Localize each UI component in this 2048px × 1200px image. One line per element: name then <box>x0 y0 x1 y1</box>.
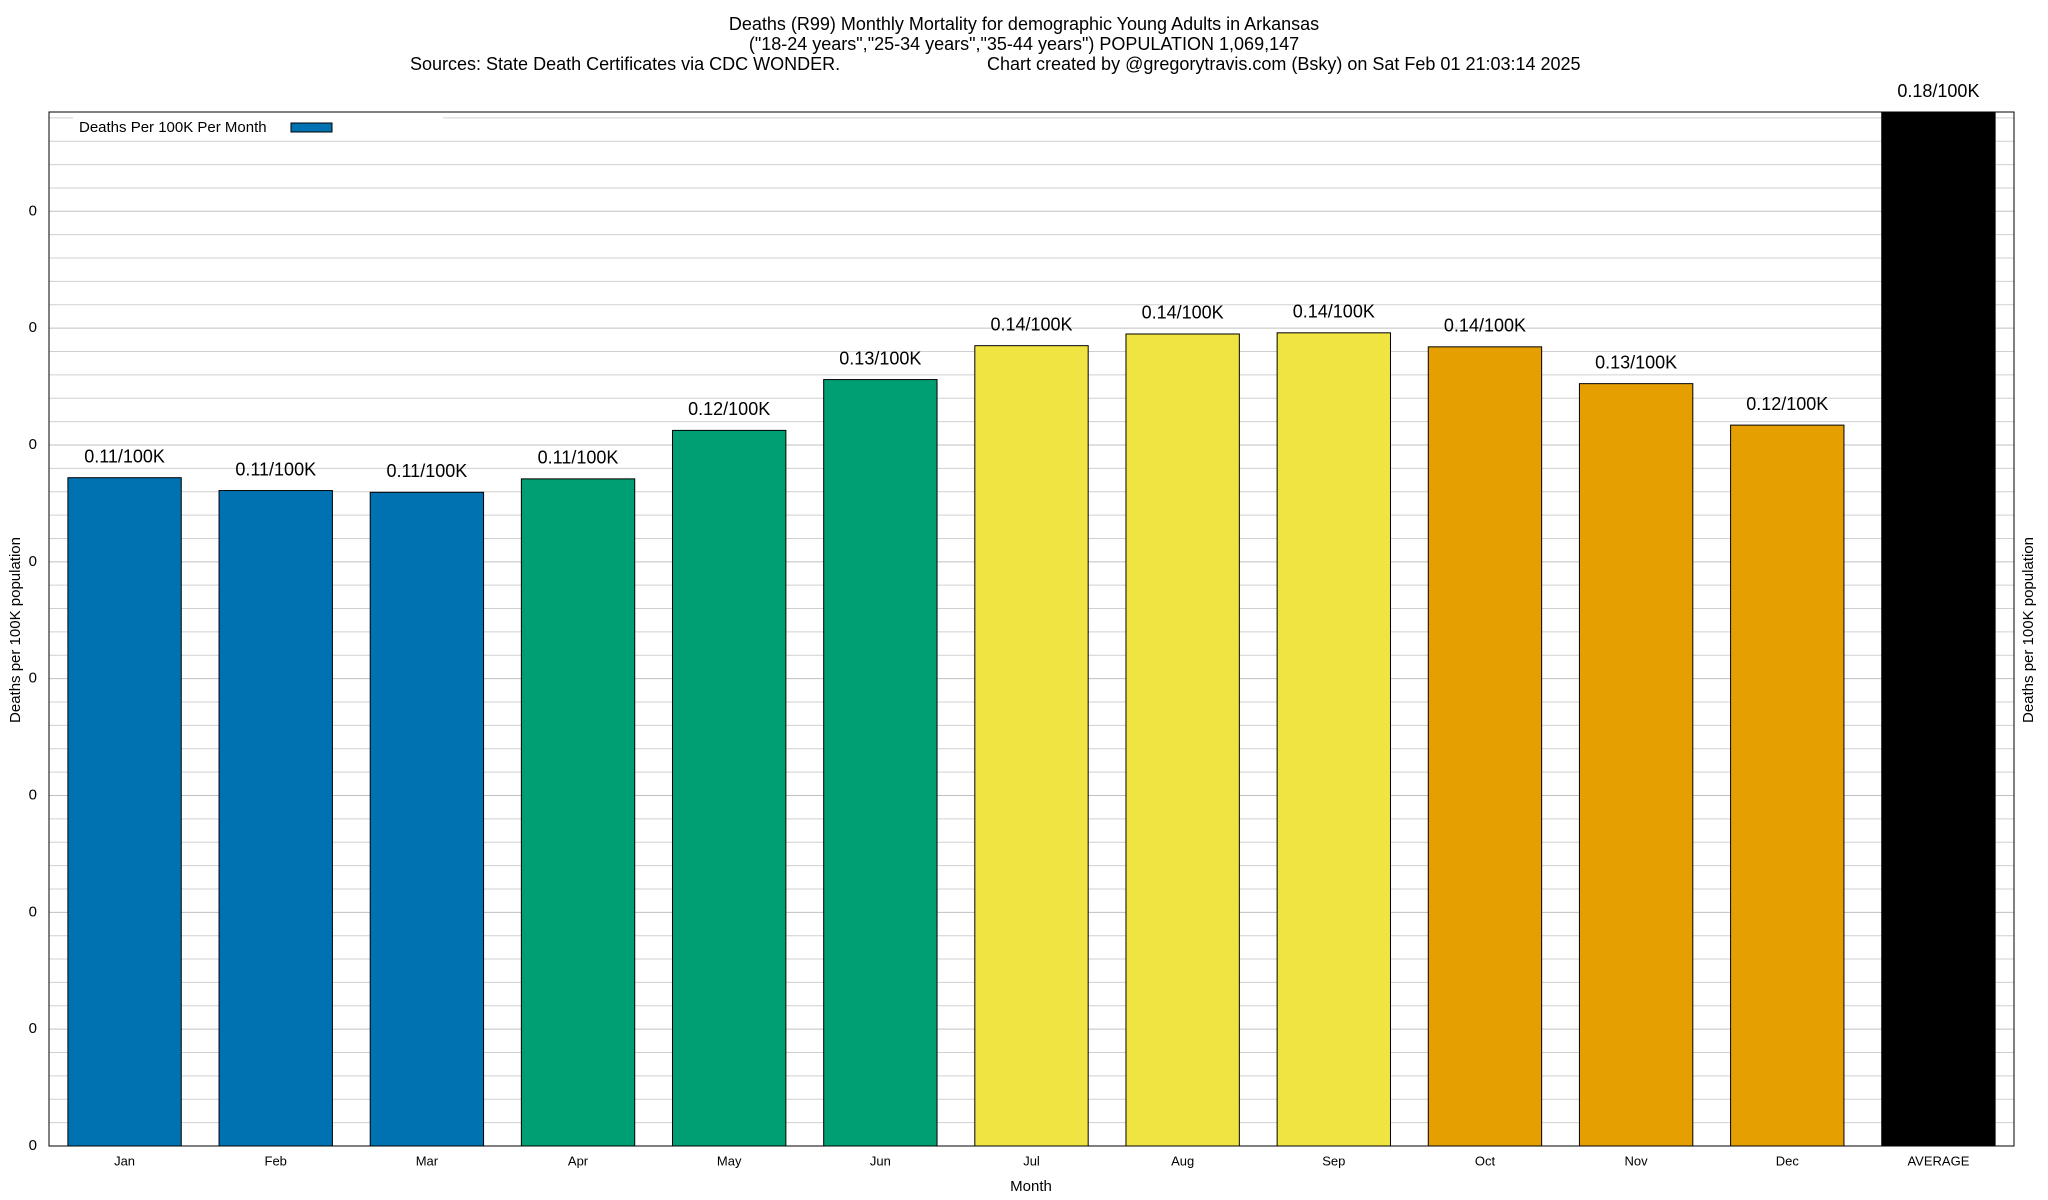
legend-label: Deaths Per 100K Per Month <box>79 119 267 136</box>
x-tick-label: Nov <box>1625 1153 1649 1168</box>
y-tick-label: 0 <box>29 1020 37 1037</box>
plot-border <box>48 111 2015 1147</box>
legend-swatch <box>290 122 333 133</box>
bar <box>218 490 333 1146</box>
y-axis-label: Deaths per 100K population <box>7 537 24 723</box>
y-tick-label: 0 <box>29 319 37 336</box>
x-tick-label: May <box>717 1153 742 1168</box>
x-tick-label: Sep <box>1322 1153 1345 1168</box>
bar <box>974 345 1089 1146</box>
legend-background <box>73 116 443 138</box>
credit: Chart created by @gregorytravis.com (Bsk… <box>987 54 1581 74</box>
x-tick-label: Apr <box>568 1153 589 1168</box>
data-label: 0.14/100K <box>990 314 1072 334</box>
y-tick-label: 0 <box>29 670 37 687</box>
data-label: 0.11/100K <box>538 448 619 468</box>
data-label: 0.18/100K <box>1897 81 1979 101</box>
x-tick-label: Oct <box>1475 1153 1496 1168</box>
data-label: 0.14/100K <box>1444 316 1526 336</box>
x-tick-label: AVERAGE <box>1907 1153 1969 1168</box>
x-tick-label: Mar <box>416 1153 439 1168</box>
chart-title: Deaths (R99) Monthly Mortality for demog… <box>729 14 1319 34</box>
y-tick-label: 0 <box>29 202 37 219</box>
y-tick-label: 0 <box>29 786 37 803</box>
bar <box>1578 383 1694 1146</box>
bar <box>823 379 938 1146</box>
y2-axis-label: Deaths per 100K population <box>2020 537 2037 723</box>
plot-bars <box>67 112 1996 1146</box>
y-tick-label: 0 <box>29 553 37 570</box>
data-label: 0.13/100K <box>839 348 921 368</box>
bar <box>1276 332 1391 1146</box>
x-axis-label: Month <box>1010 1178 1052 1195</box>
bar <box>1125 333 1240 1146</box>
bar <box>67 477 182 1146</box>
data-label: 0.11/100K <box>84 446 165 466</box>
sources: Sources: State Death Certificates via CD… <box>410 54 840 74</box>
bar <box>1427 346 1543 1146</box>
y-tick-label: 0 <box>29 1137 37 1154</box>
x-tick-label: Jun <box>870 1153 891 1168</box>
x-tick-label: Aug <box>1171 1153 1194 1168</box>
bar <box>1881 112 1996 1146</box>
x-tick-label: Jul <box>1023 1153 1040 1168</box>
data-label: 0.12/100K <box>1746 394 1828 414</box>
x-tick-label: Feb <box>265 1153 287 1168</box>
bar <box>520 478 636 1146</box>
y-tick-label: 0 <box>29 903 37 920</box>
bar <box>1730 424 1845 1146</box>
data-label: 0.12/100K <box>688 399 770 419</box>
bar <box>369 491 485 1146</box>
x-tick-label: Jan <box>114 1153 135 1168</box>
data-label: 0.14/100K <box>1142 303 1224 323</box>
bar <box>672 429 787 1146</box>
data-label: 0.11/100K <box>387 461 468 481</box>
y-tick-label: 0 <box>29 436 37 453</box>
x-tick-label: Dec <box>1776 1153 1800 1168</box>
chart-subtitle: ("18-24 years","25-34 years","35-44 year… <box>749 34 1299 54</box>
data-label: 0.14/100K <box>1293 302 1375 322</box>
data-label: 0.11/100K <box>235 459 316 479</box>
data-label: 0.13/100K <box>1595 352 1677 372</box>
